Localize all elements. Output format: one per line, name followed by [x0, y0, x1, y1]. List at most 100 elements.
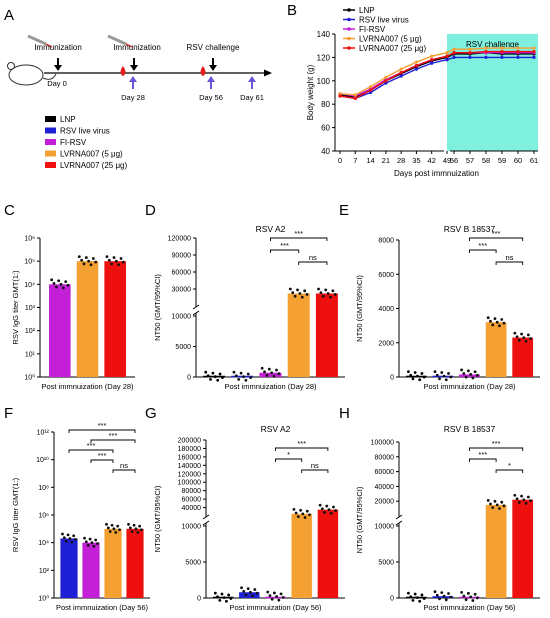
significance-bracket — [469, 458, 497, 462]
data-dot — [420, 593, 424, 597]
data-dot — [305, 293, 309, 296]
bar — [82, 542, 100, 598]
data-dot — [114, 259, 118, 263]
significance-bracket — [68, 449, 114, 453]
data-point — [516, 46, 520, 50]
data-dot — [218, 372, 222, 376]
x-tick-label: 56 — [450, 156, 458, 165]
data-dot — [466, 369, 470, 373]
timeline-event-label: Immunization — [113, 43, 161, 52]
significance-bracket — [90, 459, 114, 463]
down-arrow-icon — [209, 58, 217, 71]
data-dot — [520, 494, 523, 498]
data-dot — [469, 595, 473, 599]
y-axis-title: RSV IgG titer GMT(1:) — [11, 477, 20, 552]
data-dot — [229, 597, 233, 600]
data-dot — [134, 527, 138, 531]
bar — [512, 337, 534, 377]
data-dot — [324, 288, 328, 292]
data-dot — [72, 534, 76, 538]
significance-label: ns — [311, 461, 319, 470]
data-dot — [54, 285, 58, 289]
data-point — [399, 67, 403, 71]
data-dot — [87, 259, 91, 263]
data-point — [353, 96, 357, 100]
data-dot — [420, 372, 424, 375]
data-point — [384, 75, 388, 79]
data-point — [452, 51, 456, 55]
data-point — [452, 47, 456, 51]
data-dot — [416, 374, 419, 378]
y-tick-label: 10⁵ — [24, 259, 35, 266]
bar — [287, 293, 310, 377]
data-dot — [292, 507, 296, 511]
data-dot — [140, 528, 143, 532]
data-dot — [118, 528, 121, 532]
bar — [459, 374, 480, 377]
significance-bracket — [270, 237, 328, 241]
y-tick-label: 5000 — [378, 560, 394, 567]
data-dot — [444, 378, 448, 382]
y-tick-label: 40000 — [375, 484, 395, 491]
bar — [512, 499, 534, 598]
data-dot — [411, 377, 415, 381]
data-dot — [329, 295, 332, 299]
data-dot — [121, 260, 125, 264]
y-axis-title: NT50 (GMT/95%CI) — [153, 274, 162, 341]
significance-bracket — [90, 439, 136, 443]
legend-label: LVRNA007 (5 μg) — [359, 35, 422, 44]
data-point — [399, 71, 403, 75]
y-tick-label: 80000 — [182, 488, 202, 495]
significance-label: ns — [120, 461, 128, 470]
data-dot — [502, 504, 506, 508]
data-dot — [242, 589, 246, 593]
panel-letter-c: C — [4, 202, 15, 219]
data-dot — [114, 531, 118, 534]
data-dot — [77, 255, 81, 259]
panel-a-legend: LNP RSV live virus FI-RSV LVRNA007 (5 μg) LV… — [45, 115, 127, 170]
bar — [317, 509, 339, 598]
data-dot — [298, 292, 302, 295]
legend-label: LNP — [359, 6, 375, 15]
x-tick-label: 0 — [338, 156, 342, 165]
x-axis-title: Days post immnuization — [394, 169, 479, 178]
data-dot — [303, 516, 307, 519]
x-tick-label: 58 — [482, 156, 490, 165]
data-dot — [57, 279, 61, 283]
y-axis-title: RSV IgG titer GMT(1:) — [11, 270, 20, 345]
data-dot — [94, 538, 98, 542]
data-point — [468, 51, 472, 55]
data-dot — [89, 263, 93, 267]
x-axis-title: Post immnuization (Day 56) — [56, 603, 149, 612]
y-tick-label: 10000 — [182, 524, 202, 531]
timeline-day-label: Day 56 — [199, 93, 223, 102]
data-point — [445, 58, 449, 62]
data-dot — [52, 282, 56, 285]
data-point — [368, 88, 373, 92]
bar — [104, 261, 126, 377]
data-point — [445, 51, 449, 55]
data-dot — [444, 598, 448, 602]
panel-e-chart: E RSV B 18537 0 2000 4000 6000 8000 Post immnui… — [339, 202, 540, 391]
y-tick-label: 80000 — [375, 454, 395, 461]
data-dot — [422, 375, 426, 379]
data-point — [500, 55, 504, 60]
data-point — [452, 55, 456, 60]
x-tick-label: 35 — [412, 156, 420, 165]
data-dot — [498, 507, 501, 510]
panel-letter-f: F — [4, 405, 13, 422]
axis-break-mark — [202, 514, 210, 520]
significance-bracket — [112, 469, 136, 473]
legend-label: FI-RSV — [60, 138, 87, 147]
significance-label: *** — [492, 439, 501, 448]
y-tick-label: 10¹ — [25, 351, 36, 358]
blood-drop-icon — [200, 66, 206, 76]
y-tick-label: 120 — [317, 53, 331, 62]
data-dot — [105, 255, 109, 259]
data-dot — [469, 373, 473, 376]
x-tick-label: 14 — [366, 156, 374, 165]
data-dot — [529, 499, 532, 503]
y-tick-label: 100000 — [371, 440, 394, 447]
data-dot — [493, 317, 497, 320]
data-dot — [491, 506, 495, 509]
